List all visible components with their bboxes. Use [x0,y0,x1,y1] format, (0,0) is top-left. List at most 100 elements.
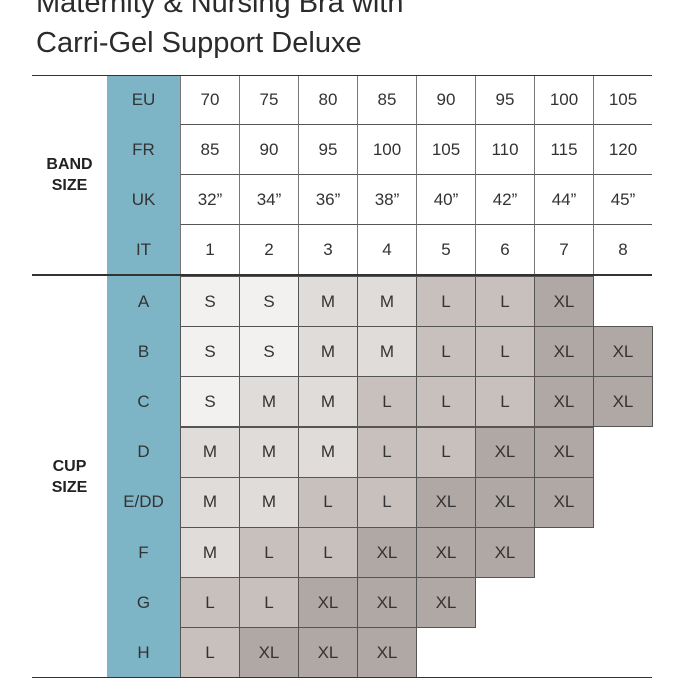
size-cell: XL [298,577,358,629]
size-cell: XL [357,577,417,629]
band-label-line-2: SIZE [51,177,88,194]
cup-row-header: E/DD [107,476,180,528]
size-cell: XL [239,627,299,679]
size-cell: M [239,476,299,528]
band-size-cell: 100 [357,125,416,175]
size-cell: M [298,326,358,378]
size-cell: L [475,326,535,378]
size-cell: XL [416,527,476,578]
size-cell: L [298,527,358,578]
band-size-cell: 85 [180,125,239,175]
divider [32,274,652,276]
size-cell: M [298,276,358,327]
band-size-cell: 110 [475,125,534,175]
cup-row-header: H [107,627,180,679]
size-cell: M [357,326,417,378]
size-cell: L [416,426,476,478]
band-row-header: IT [107,225,180,275]
band-size-cell: 5 [416,225,475,275]
band-row-header: EU [107,75,180,125]
band-row-header: UK [107,175,180,225]
band-size-cell: 45” [593,175,652,225]
cup-label-line-2: SIZE [51,479,88,496]
cup-row-header: F [107,527,180,578]
band-size-cell: 3 [298,225,357,275]
size-cell: XL [534,326,594,378]
size-cell: XL [357,627,417,679]
cup-label-line-1: CUP [52,458,87,475]
size-cell: S [180,276,240,327]
size-cell: XL [298,627,358,679]
band-size-cell: 38” [357,175,416,225]
band-size-cell: 105 [416,125,475,175]
size-cell: L [475,276,535,327]
size-cell: S [180,376,240,428]
band-size-cell: 1 [180,225,239,275]
size-cell: M [239,426,299,478]
size-cell: S [239,276,299,327]
band-size-cell: 95 [475,75,534,125]
band-size-cell: 40” [416,175,475,225]
band-size-cell: 4 [357,225,416,275]
size-cell: L [239,577,299,629]
size-cell: S [239,326,299,378]
size-cell: L [475,376,535,428]
size-cell: XL [534,476,594,528]
cup-row-header: A [107,276,180,327]
band-size-cell: 80 [298,75,357,125]
cup-row-header: B [107,326,180,378]
size-cell: XL [475,426,535,478]
band-size-cell: 6 [475,225,534,275]
size-cell: M [298,426,358,478]
band-size-cell: 32” [180,175,239,225]
size-cell: XL [475,527,535,578]
size-cell: L [357,426,417,478]
size-cell: L [180,577,240,629]
band-size-cell: 2 [239,225,298,275]
band-size-cell: 44” [534,175,593,225]
band-size-cell: 95 [298,125,357,175]
band-size-cell: 85 [357,75,416,125]
band-label-line-1: BAND [46,156,93,173]
size-cell: L [180,627,240,679]
band-size-cell: 105 [593,75,652,125]
divider [32,75,652,76]
size-cell: XL [534,376,594,428]
band-size-cell: 90 [239,125,298,175]
size-cell: L [239,527,299,578]
band-size-cell: 36” [298,175,357,225]
band-size-cell: 70 [180,75,239,125]
size-cell: M [357,276,417,327]
band-size-cell: 8 [593,225,652,275]
band-size-cell: 100 [534,75,593,125]
size-cell: M [298,376,358,428]
band-size-cell: 75 [239,75,298,125]
band-size-cell: 7 [534,225,593,275]
band-size-cell: 90 [416,75,475,125]
band-size-cell: 42” [475,175,534,225]
size-cell: L [357,476,417,528]
title-line-1: Maternity & Nursing Bra with [36,0,404,19]
size-cell: XL [534,426,594,478]
size-cell: L [357,376,417,428]
band-size-cell: 34” [239,175,298,225]
size-cell: L [416,376,476,428]
size-cell: XL [593,326,653,378]
cup-row-header: C [107,376,180,428]
size-cell: M [239,376,299,428]
size-cell: L [416,326,476,378]
size-cell: M [180,476,240,528]
size-cell: XL [357,527,417,578]
size-cell: M [180,426,240,478]
size-cell: XL [416,476,476,528]
band-size-cell: 115 [534,125,593,175]
size-cell: L [298,476,358,528]
size-cell: XL [534,276,594,327]
size-cell: XL [416,577,476,629]
cup-row-header: G [107,577,180,629]
band-size-label: BAND SIZE [32,154,107,196]
title-line-2: Carri-Gel Support Deluxe [36,27,362,59]
size-cell: XL [475,476,535,528]
size-cell: S [180,326,240,378]
cup-row-header: D [107,426,180,478]
